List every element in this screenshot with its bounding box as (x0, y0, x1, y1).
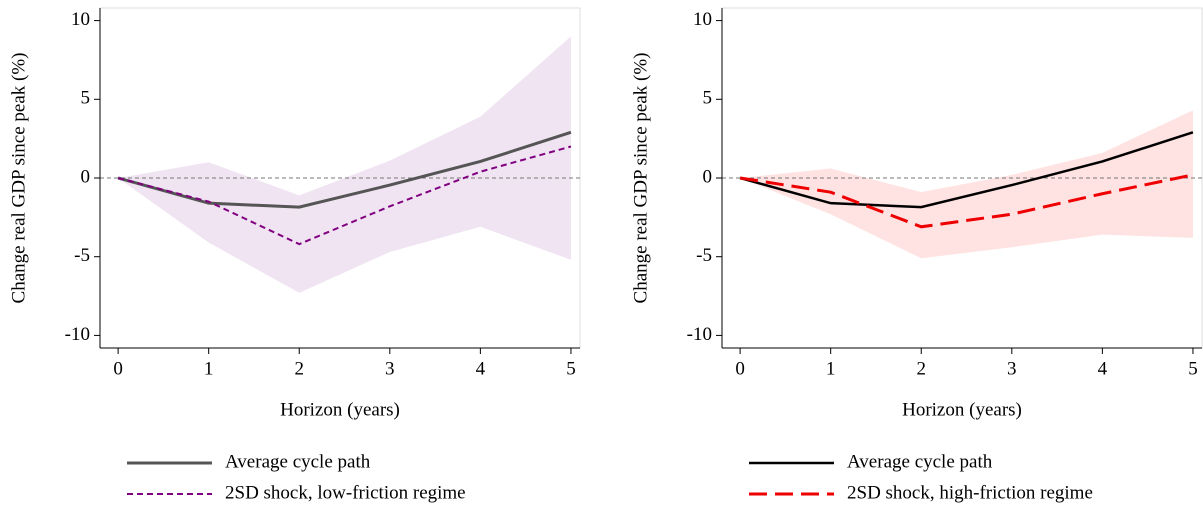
x-tick-label: 3 (385, 358, 395, 379)
y-axis-title: Change real GDP since peak (%) (630, 53, 651, 304)
chart-panel: -10 -5 0 5 10 0 1 2 3 4 5 Horizon (years) Change rea… (630, 7, 1203, 503)
x-tick-label: 5 (566, 358, 576, 379)
y-tick-label: -5 (696, 245, 712, 266)
y-tick-label: -10 (65, 324, 90, 345)
x-tick-label: 1 (204, 358, 214, 379)
y-tick-label: 0 (81, 166, 91, 187)
y-tick-label: 5 (703, 88, 713, 109)
x-axis-title: Horizon (years) (902, 399, 1022, 420)
legend-label: 2SD shock, low-friction regime (225, 482, 466, 503)
y-tick-label: 10 (71, 9, 90, 30)
x-axis-title: Horizon (years) (280, 399, 400, 420)
y-tick-label: 10 (693, 9, 712, 30)
legend-label: 2SD shock, high-friction regime (847, 482, 1093, 503)
legend-label: Average cycle path (847, 451, 993, 472)
series-line (739, 131, 1194, 209)
series-line (117, 145, 572, 246)
x-tick-label: 1 (826, 358, 836, 379)
x-tick-label: 0 (735, 358, 745, 379)
x-tick-label: 0 (113, 358, 123, 379)
y-tick-label: 0 (703, 166, 713, 187)
x-tick-label: 2 (916, 358, 926, 379)
confidence-band (740, 110, 1193, 259)
y-tick-label: 5 (81, 88, 91, 109)
chart-panel: -10 -5 0 5 10 0 1 2 3 4 5 Horizon (years) Change rea… (8, 7, 581, 503)
legend-label: Average cycle path (225, 451, 371, 472)
y-axis-title: Change real GDP since peak (%) (8, 53, 29, 304)
series-line (739, 173, 1194, 229)
x-tick-label: 4 (476, 358, 486, 379)
y-tick-label: -10 (687, 324, 712, 345)
y-tick-label: -5 (74, 245, 90, 266)
x-tick-label: 3 (1007, 358, 1017, 379)
x-tick-label: 2 (294, 358, 304, 379)
x-tick-label: 4 (1098, 358, 1108, 379)
confidence-band (118, 36, 571, 293)
x-tick-label: 5 (1188, 358, 1198, 379)
series-line (117, 130, 572, 209)
